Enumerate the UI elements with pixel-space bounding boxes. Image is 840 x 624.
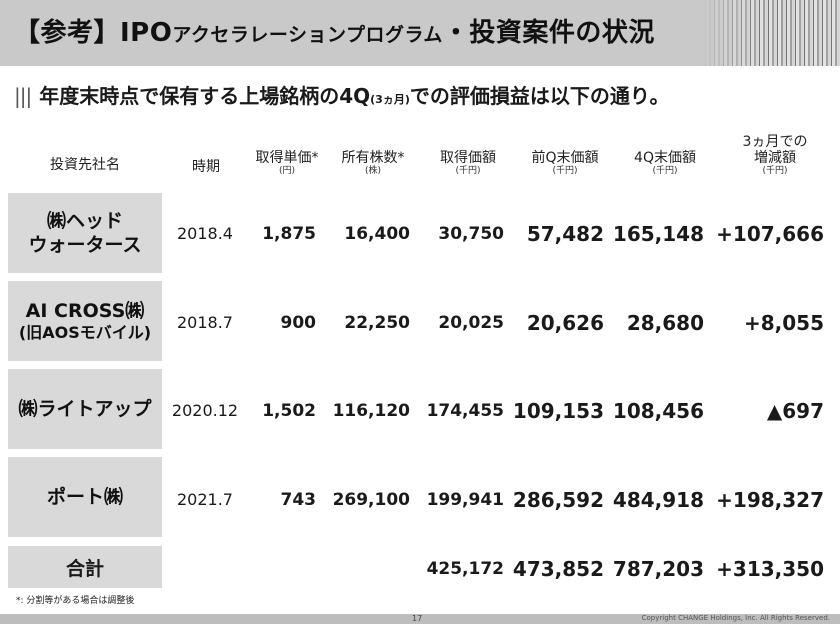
q4-value: 165,148: [612, 222, 704, 246]
period: 2021.7: [177, 490, 233, 509]
subtitle: ||| 年度末時点で保有する上場銘柄の4Q(3ヵ月)での評価損益は以下の通り。: [14, 80, 669, 109]
header-q4: 4Q末価額 (千円): [634, 150, 696, 176]
unit-price: 1,875: [262, 224, 316, 244]
bars-icon: |||: [14, 84, 32, 108]
prev-q-value: 109,153: [512, 399, 604, 423]
acq-value: 174,455: [426, 401, 504, 421]
page-number: 17: [412, 614, 423, 623]
header-unit-price: 取得単価* (円): [255, 150, 319, 176]
decorative-stripes: [700, 0, 840, 66]
shares: 116,120: [332, 401, 410, 421]
company-name-cell: ㈱ヘッド ウォータース: [8, 193, 162, 273]
company-name-cell: ㈱ライトアップ: [8, 369, 162, 449]
footnote: *: 分割等がある場合は調整後: [16, 596, 135, 606]
change-value: +107,666: [716, 222, 824, 246]
title-prefix: 【参考】IPO: [14, 18, 173, 48]
copyright-text: Copyright CHANGE Holdings, Inc. All Righ…: [641, 614, 830, 622]
header-prev-q: 前Q末価額 (千円): [531, 150, 599, 176]
header-acq-value: 取得価額 (千円): [440, 150, 496, 176]
acq-value: 199,941: [426, 490, 504, 510]
period: 2018.7: [177, 313, 233, 332]
total-q4-value: 787,203: [612, 557, 704, 581]
acq-value: 20,025: [438, 313, 504, 333]
company-name-line2: (旧AOSモバイル): [18, 323, 152, 342]
shares: 269,100: [332, 490, 410, 510]
period: 2018.4: [177, 224, 233, 243]
prev-q-value: 20,626: [526, 311, 604, 335]
company-name: AI CROSS㈱: [25, 300, 145, 322]
header-period: 時期: [192, 159, 220, 175]
q4-value: 28,680: [626, 311, 704, 335]
unit-price: 1,502: [262, 401, 316, 421]
shares: 22,250: [344, 313, 410, 333]
subtitle-text-b: での評価損益は以下の通り。: [409, 84, 670, 108]
acq-value: 30,750: [438, 224, 504, 244]
header-shares: 所有株数* (株): [341, 150, 405, 176]
page-title: 【参考】IPOアクセラレーションプログラム・投資案件の状況: [14, 12, 655, 49]
unit-price: 743: [280, 490, 317, 510]
total-acq-value: 425,172: [426, 559, 504, 579]
subtitle-text-a: 年度末時点で保有する上場銘柄の4Q: [39, 84, 371, 108]
company-name: ポート㈱: [46, 486, 123, 508]
footer-bar: [0, 614, 840, 624]
title-small: アクセラレーションプログラム: [172, 24, 443, 46]
company-name: ㈱ライトアップ: [18, 398, 152, 420]
header-change: 3ヵ月での 増減額 (千円): [742, 134, 808, 176]
q4-value: 484,918: [612, 488, 704, 512]
company-name-cell: ポート㈱: [8, 457, 162, 537]
total-change-value: +313,350: [716, 557, 824, 581]
change-value: +198,327: [716, 488, 824, 512]
unit-price: 900: [280, 313, 317, 333]
period: 2020.12: [171, 401, 239, 420]
change-value: +8,055: [743, 311, 824, 335]
header-company: 投資先社名: [50, 157, 120, 173]
prev-q-value: 57,482: [526, 222, 604, 246]
shares: 16,400: [344, 224, 410, 244]
total-prev-q-value: 473,852: [512, 557, 604, 581]
company-name-line2: ウォータース: [28, 234, 142, 256]
q4-value: 108,456: [612, 399, 704, 423]
total-label: 合計: [65, 557, 104, 580]
company-name-cell: AI CROSS㈱ (旧AOSモバイル): [8, 281, 162, 361]
subtitle-text-small: (3ヵ月): [370, 93, 410, 106]
title-suffix: ・投資案件の状況: [442, 18, 655, 48]
change-value: ▲697: [766, 399, 824, 423]
total-label-cell: 合計: [8, 546, 162, 588]
prev-q-value: 286,592: [512, 488, 604, 512]
company-name: ㈱ヘッド: [46, 210, 123, 232]
